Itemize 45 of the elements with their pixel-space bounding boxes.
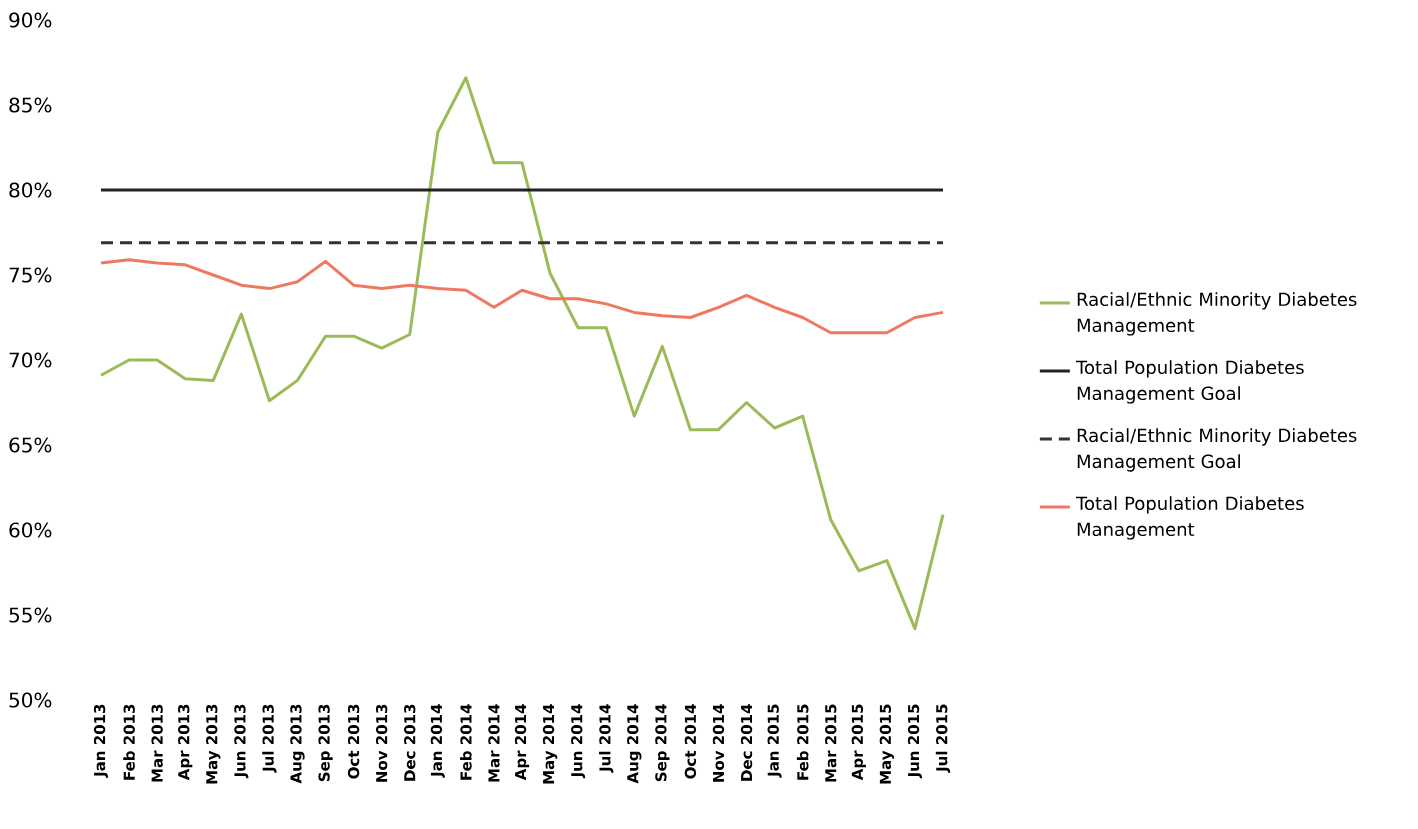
y-tick-label: 70% <box>9 352 52 368</box>
x-tick-label: May 2013 <box>206 704 221 784</box>
x-tick-label: Feb 2014 <box>460 704 472 780</box>
x-tick-label: Apr 2015 <box>851 704 866 781</box>
x-tick-label: Jun 2013 <box>234 704 249 779</box>
x-tick-label: Dec 2014 <box>740 704 753 781</box>
legend-label: Racial/Ethnic Minority Diabetes Management Goal <box>1077 428 1357 472</box>
x-tick-label: Nov 2014 <box>712 704 725 782</box>
y-tick-label: 90% <box>9 12 52 28</box>
y-tick-label: 60% <box>9 522 52 538</box>
line-series <box>99 76 945 631</box>
x-tick-label: Oct 2013 <box>347 704 360 779</box>
x-tick-label: Feb 2015 <box>796 704 809 780</box>
legend-label: Racial/Ethnic Minority Diabetes Management <box>1077 292 1357 336</box>
x-tick-label: Dec 2013 <box>404 704 416 781</box>
x-tick-label: Jun 2014 <box>571 704 586 779</box>
x-tick-label: Sep 2014 <box>655 704 670 782</box>
x-tick-label: Feb 2013 <box>123 704 135 780</box>
y-tick-label: 65% <box>9 437 52 453</box>
y-tick-label: 75% <box>9 267 52 283</box>
legend-label: Total Population Diabetes Management <box>1076 496 1304 540</box>
x-tick-label: Oct 2014 <box>684 704 697 779</box>
x-tick-label: Mar 2013 <box>151 704 163 782</box>
x-tick-label: May 2015 <box>879 704 895 784</box>
x-tick-label: Apr 2014 <box>514 704 530 781</box>
y-tick-label: 55% <box>9 607 52 623</box>
x-tick-label: Jul 2015 <box>935 704 951 773</box>
x-tick-label: Jul 2013 <box>262 704 277 773</box>
x-tick-label: Jan 2015 <box>767 704 782 778</box>
x-tick-label: Mar 2014 <box>488 704 500 782</box>
x-tick-label: Apr 2013 <box>178 704 193 781</box>
x-tick-label: Jan 2014 <box>430 704 445 778</box>
x-tick-label: Jul 2014 <box>599 704 614 773</box>
x-tick-label: Aug 2013 <box>290 704 305 784</box>
y-tick-label: 50% <box>9 692 52 708</box>
x-tick-label: Jun 2015 <box>907 704 923 779</box>
x-tick-label: Sep 2013 <box>318 704 333 782</box>
legend-label: Total Population Diabetes Management Goal <box>1076 360 1304 404</box>
x-tick-label: May 2014 <box>542 704 558 784</box>
x-tick-label: Nov 2013 <box>375 704 388 782</box>
y-tick-label: 85% <box>9 97 52 113</box>
x-tick-label: Aug 2014 <box>627 704 642 784</box>
x-tick-label: Mar 2015 <box>825 704 837 782</box>
x-tick-label: Jan 2013 <box>93 704 109 778</box>
y-tick-label: 80% <box>9 182 52 198</box>
